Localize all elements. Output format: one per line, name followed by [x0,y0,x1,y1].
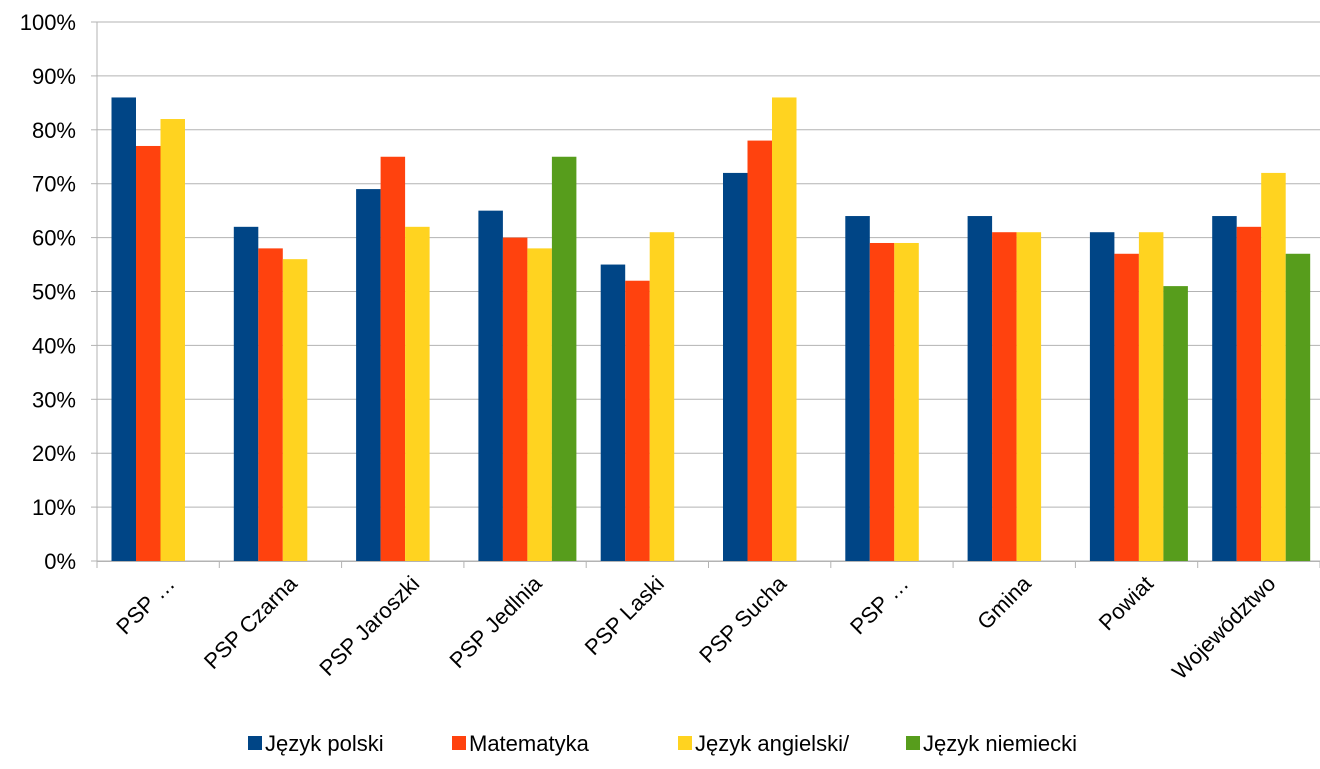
bar [1089,232,1115,561]
bar [869,242,895,562]
legend-item: Język niemiecki [906,731,1077,756]
x-tick-label: PSP Jaroszki [314,571,424,681]
bar [894,242,919,562]
bar [625,280,650,561]
x-tick-label: Powiat [1094,571,1158,635]
bars [111,97,1311,562]
bar [551,156,577,561]
bar [992,232,1017,561]
legend-label: Matematyka [469,731,590,756]
x-tick-label: PSP Jedlnia [444,570,547,673]
bar [723,172,748,562]
bar [1163,286,1188,561]
y-axis: 0% 10% 20% 30% 40% 50% 60% 70% 80% 90% 100% [20,10,98,574]
bar [1114,253,1139,561]
legend-item: Język angielski/ [678,731,850,756]
legend-label: Język niemiecki [923,731,1077,756]
x-tick-label: Gmina [972,570,1036,634]
bar [282,259,308,561]
x-tick-label: PSP Czarna [199,570,303,674]
bar [1261,172,1286,562]
bar [527,248,552,561]
x-axis: PSP … PSP Czarna PSP Jaroszki PSP Jedlnia PS… [96,561,1320,684]
bar [356,189,381,561]
y-tick-label: 80% [32,118,76,143]
bar [845,216,870,562]
bar [111,97,136,562]
bar [136,145,161,561]
bar [233,226,259,561]
y-tick-label: 10% [32,495,76,520]
legend: Język polski Matematyka Język angielski/Ję… [248,731,1077,756]
y-tick-label: 70% [32,172,76,197]
bar [478,210,503,561]
bar [380,156,406,561]
bar [160,119,185,562]
y-tick-label: 20% [32,441,76,466]
legend-label: Język polski [265,731,384,756]
bar [1212,216,1237,562]
x-tick-label: Województwo [1167,571,1280,684]
bar [502,237,528,561]
x-tick-label: PSP Laski [580,571,669,660]
legend-swatch [452,736,466,750]
y-tick-label: 40% [32,333,76,358]
legend-item: Język polski [248,731,384,756]
bar [747,140,772,561]
legend-swatch [248,736,262,750]
x-tick-label: PSP … [845,571,913,639]
x-tick-label: PSP Sucha [694,570,791,667]
legend-item: Matematyka [452,731,590,756]
bar [1285,253,1311,561]
y-tick-label: 30% [32,387,76,412]
legend-swatch [906,736,920,750]
y-tick-label: 90% [32,64,76,89]
bar [967,216,993,562]
y-tick-label: 100% [20,10,76,35]
y-tick-label: 60% [32,226,76,251]
bar [1138,232,1164,561]
y-tick-label: 0% [44,549,76,574]
bar [258,248,283,561]
bar [600,264,626,561]
bar [649,232,675,561]
x-tick-label: PSP … [111,571,179,639]
bar [1236,226,1262,561]
bar [405,226,430,561]
legend-swatch [678,736,692,750]
legend-label: Język angielski/ [695,731,850,756]
bar [772,97,797,562]
y-tick-label: 50% [32,280,76,305]
bar [1016,232,1042,561]
